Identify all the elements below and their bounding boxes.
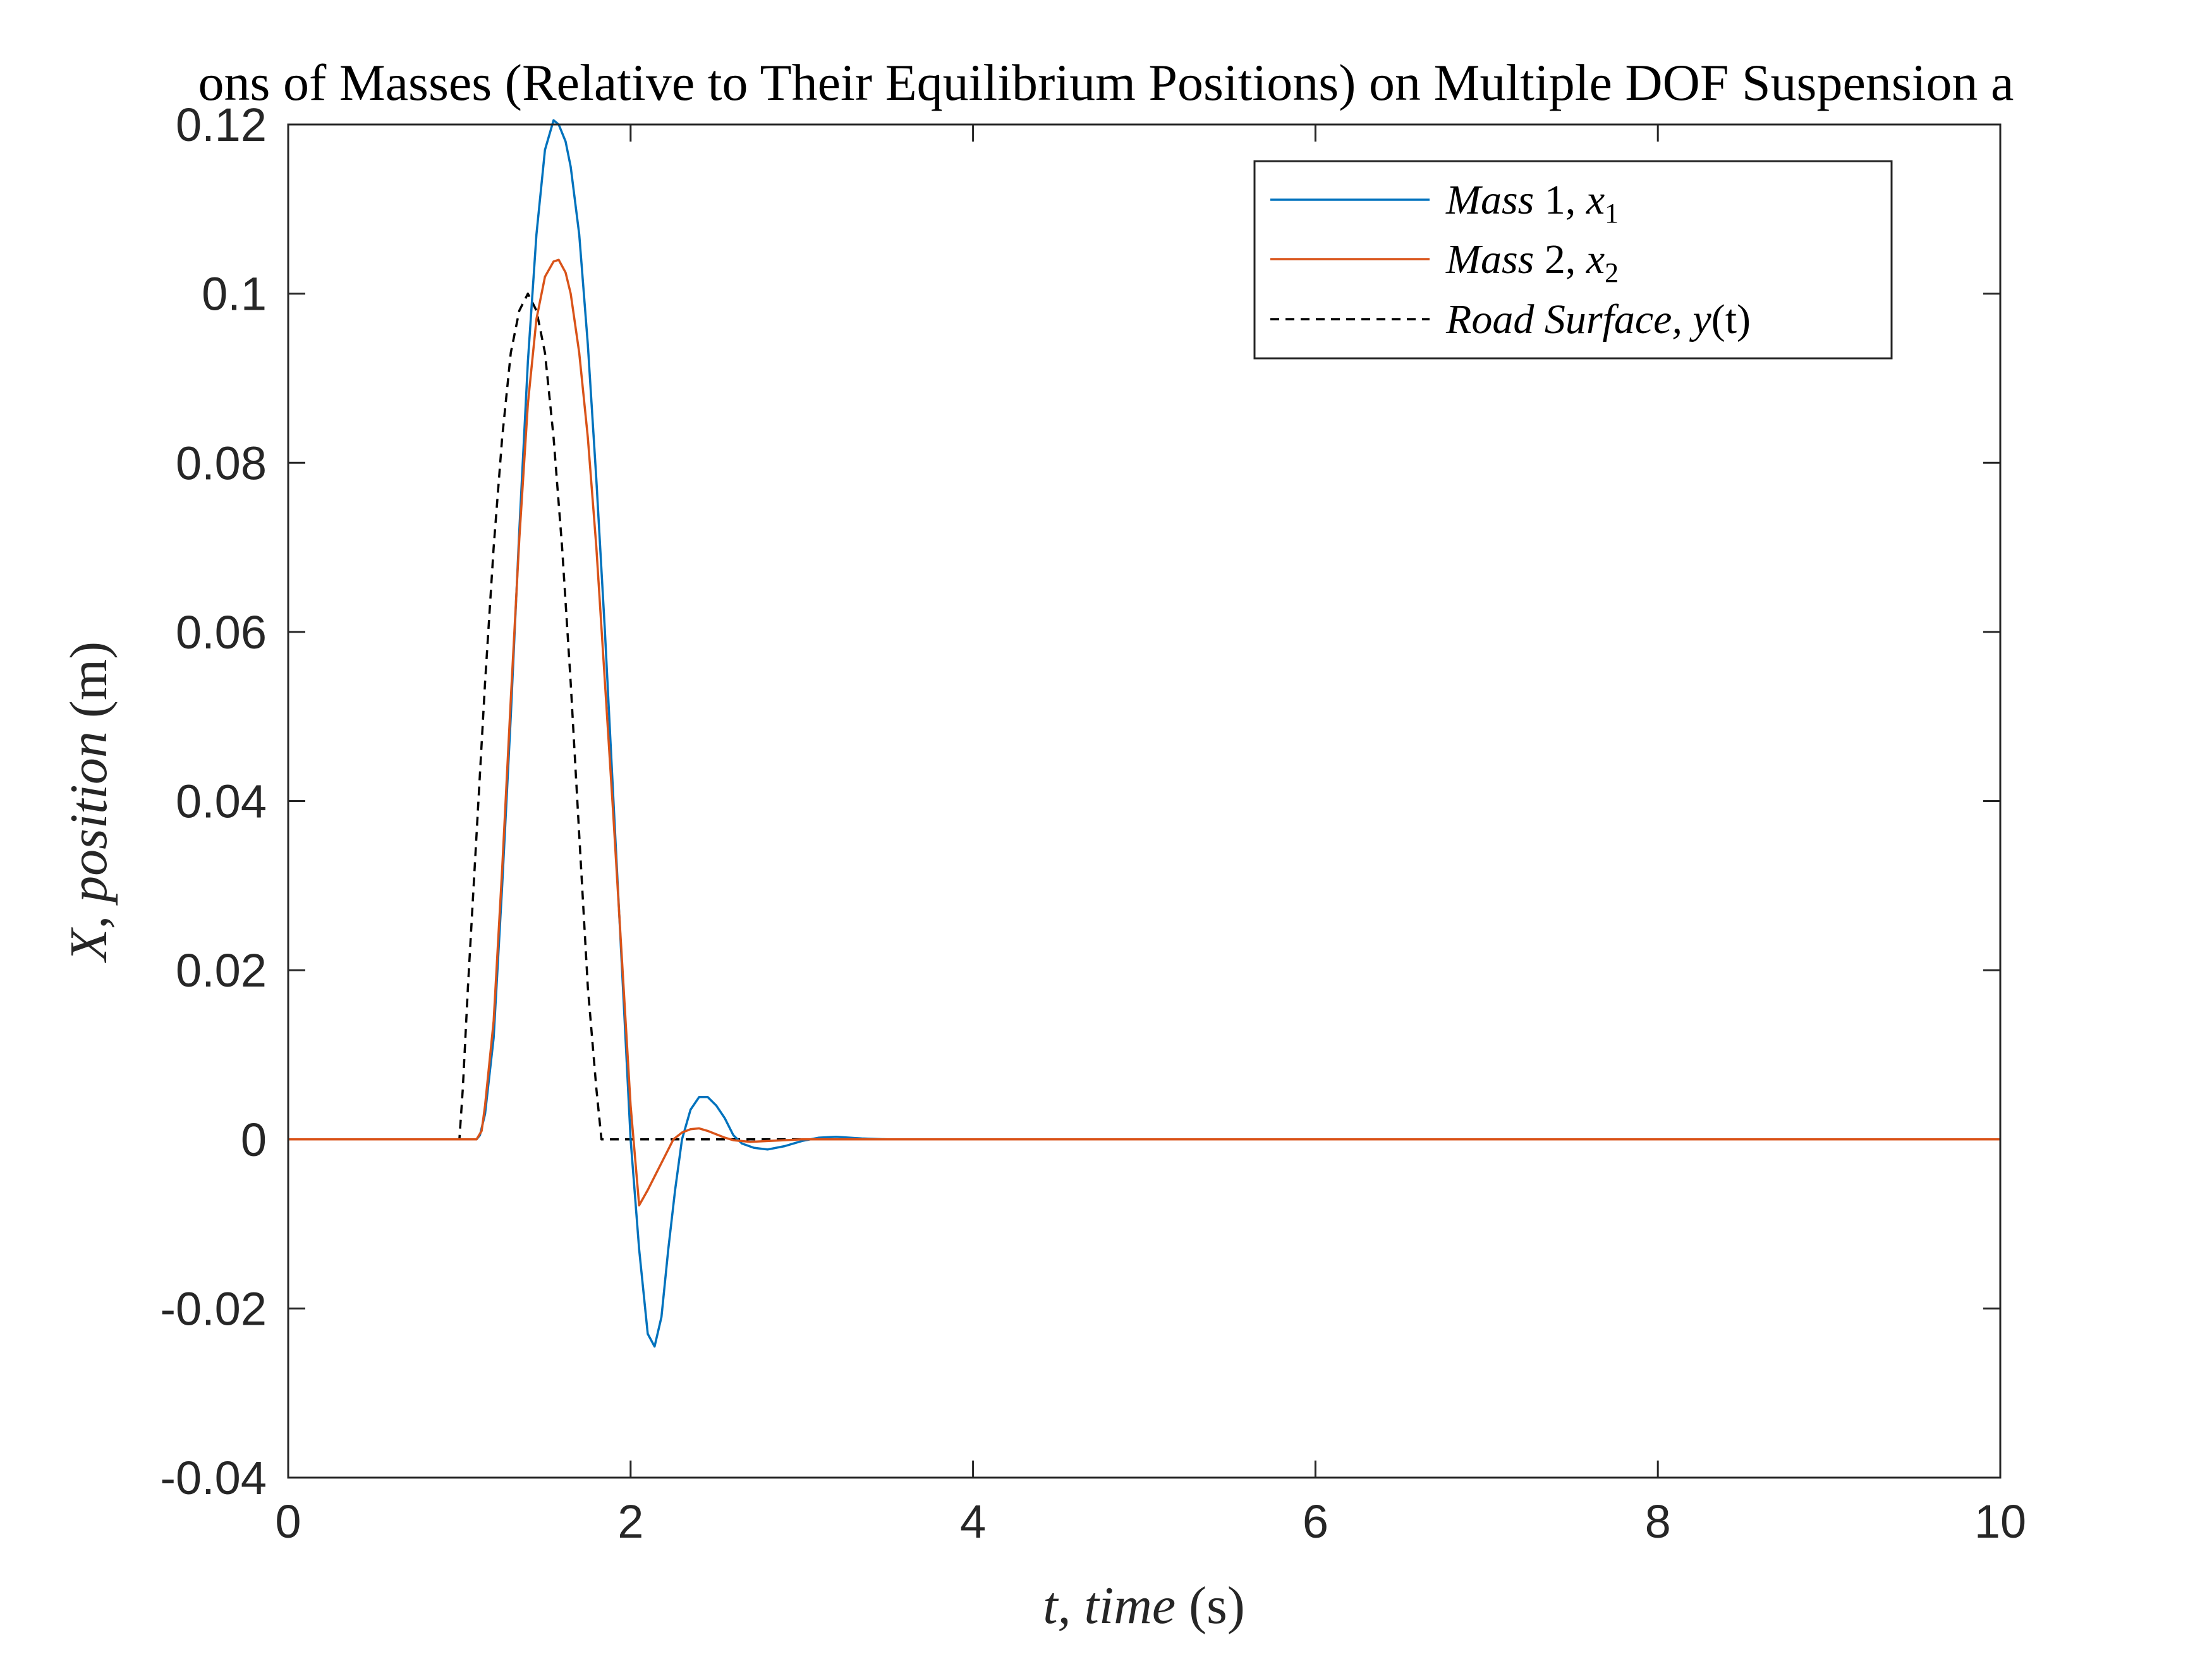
y-axis-unit: (m) xyxy=(59,641,118,718)
y-tick-label: 0.06 xyxy=(176,606,267,659)
road-surface-line xyxy=(288,292,2000,1141)
y-axis-variable: X, xyxy=(59,916,118,963)
y-tick-label: 0 xyxy=(241,1114,267,1166)
y-tick-label: 0.08 xyxy=(176,437,267,489)
y-tick-label: -0.04 xyxy=(160,1452,267,1504)
axes-box xyxy=(287,123,2002,1479)
x-axis-label: t, time (s) xyxy=(1043,1576,1245,1635)
x-tick-label: 6 xyxy=(1303,1495,1328,1548)
x-tick-label: 10 xyxy=(1974,1495,2026,1548)
x-axis-variable: t, xyxy=(1043,1576,1071,1635)
legend-mass-1-variable: x xyxy=(1586,177,1605,223)
chart-legend: Mass 1, x1 Mass 2, x2 Road Surface, y(t) xyxy=(1253,160,1893,360)
y-tick-label: 0.04 xyxy=(176,775,267,828)
x-axis-unit: (s) xyxy=(1189,1576,1245,1635)
mass-2-line xyxy=(288,258,2000,1206)
legend-entry-road-surface: Road Surface, y(t) xyxy=(1445,296,1751,343)
legend-entry-mass-2: Mass 2, x2 xyxy=(1445,236,1619,288)
legend-road-argument: (t) xyxy=(1711,296,1751,343)
x-tick-label: 2 xyxy=(617,1495,643,1548)
legend-mass-2-variable: x xyxy=(1586,236,1605,283)
y-axis-quantity: position xyxy=(59,731,118,906)
legend-road-variable: y xyxy=(1689,296,1711,343)
mass-1-line xyxy=(288,119,2000,1348)
y-axis-label: X, position (m) xyxy=(59,641,118,963)
x-tick-label: 8 xyxy=(1645,1495,1671,1548)
x-tick-label: 0 xyxy=(275,1495,301,1548)
x-axis-quantity: time xyxy=(1085,1576,1176,1635)
legend-mass-1-word: Mass xyxy=(1445,177,1534,223)
legend-surface-word: Surface, xyxy=(1545,296,1682,343)
y-tick-label: 0.1 xyxy=(202,268,267,320)
legend-mass-1-subscript: 1 xyxy=(1605,198,1619,229)
y-tick-label: 0.02 xyxy=(176,944,267,997)
chart-title: ons of Masses (Relative to Their Equilib… xyxy=(198,54,2014,111)
legend-mass-2-subscript: 2 xyxy=(1605,257,1619,288)
legend-entry-mass-1: Mass 1, x1 xyxy=(1445,177,1619,229)
legend-road-word: Road xyxy=(1445,296,1534,343)
axis-tick-labels: 0 2 4 6 8 10 -0.04 -0.02 0 0.02 0.04 0.06 0.08 0.1 0.1… xyxy=(160,99,2026,1548)
y-tick-label: -0.02 xyxy=(160,1282,267,1335)
legend-mass-2-word: Mass xyxy=(1445,236,1534,283)
legend-mass-2-number: 2, xyxy=(1545,236,1576,283)
x-tick-label: 4 xyxy=(960,1495,986,1548)
y-tick-label: 0.12 xyxy=(176,99,267,151)
data-series xyxy=(288,119,2000,1348)
legend-mass-1-number: 1, xyxy=(1545,177,1576,223)
